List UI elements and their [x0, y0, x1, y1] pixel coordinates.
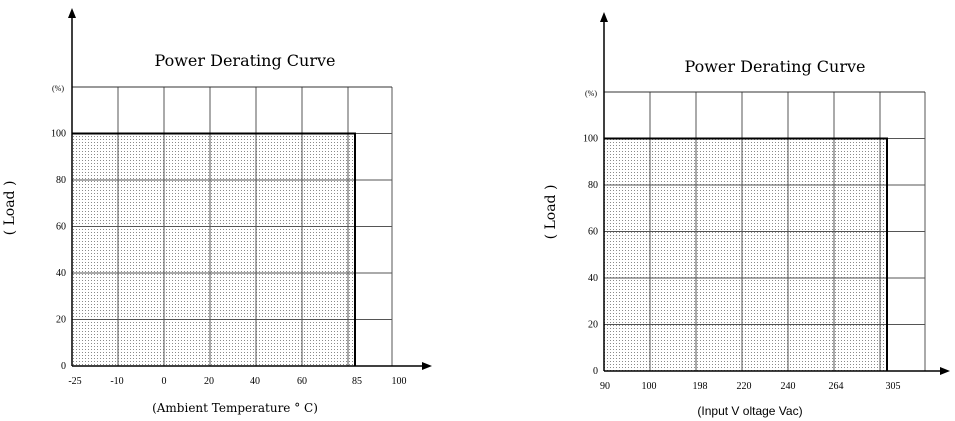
y-axis-label: ( Load ) [543, 185, 559, 240]
x-tick-label: 85 [352, 376, 362, 387]
derating-curve-line [604, 137, 888, 371]
y-tick-label: 60 [588, 227, 598, 238]
y-tick-label: 80 [56, 175, 66, 186]
x-axis-arrow-icon [422, 362, 432, 370]
chart-title: Power Derating Curve [154, 51, 335, 70]
x-tick-label: 100 [642, 381, 657, 392]
x-tick-label: 40 [250, 376, 260, 387]
y-unit-label: (%) [52, 84, 64, 93]
x-tick-label: -10 [110, 376, 123, 387]
y-tick-label: 0 [593, 366, 598, 377]
y-tick-label: 40 [56, 268, 66, 279]
x-axis-label: (Ambient Temperature ° C) [152, 401, 318, 415]
x-axis-arrow-icon [940, 367, 950, 375]
load-area [604, 138, 887, 371]
y-tick-label: 60 [56, 222, 66, 233]
y-axis-label: ( Load ) [2, 181, 18, 236]
x-tick-label: 305 [886, 381, 901, 392]
x-tick-label: 60 [297, 376, 307, 387]
y-unit-label: (%) [585, 89, 597, 98]
y-tick-label: 100 [583, 134, 598, 145]
y-tick-label: 20 [56, 315, 66, 326]
x-tick-label: 198 [693, 381, 708, 392]
x-tick-label: 0 [162, 376, 167, 387]
derating-curve-line [72, 132, 356, 366]
x-tick-label: 220 [737, 381, 752, 392]
y-tick-label: 100 [51, 129, 66, 140]
y-tick-label: 0 [61, 361, 66, 372]
load-area [72, 133, 355, 366]
y-tick-label: 80 [588, 180, 598, 191]
y-tick-label: 20 [588, 320, 598, 331]
x-tick-label: 90 [600, 381, 610, 392]
voltage-derating-chart: Power Derating Curve (%) ( Load ) (Input… [543, 12, 950, 418]
x-tick-label: 264 [829, 381, 844, 392]
y-axis-arrow-icon [68, 8, 76, 18]
x-tick-label: 240 [781, 381, 796, 392]
y-tick-label: 40 [588, 273, 598, 284]
y-axis-arrow-icon [600, 12, 608, 22]
x-tick-label: 20 [204, 376, 214, 387]
x-tick-label: 100 [392, 376, 407, 387]
chart-title: Power Derating Curve [684, 57, 865, 76]
temperature-derating-chart: Power Derating Curve (%) ( Load ) (Ambie… [2, 8, 432, 415]
x-axis-label: (Input V oltage Vac) [697, 404, 802, 418]
x-tick-label: -25 [68, 376, 81, 387]
